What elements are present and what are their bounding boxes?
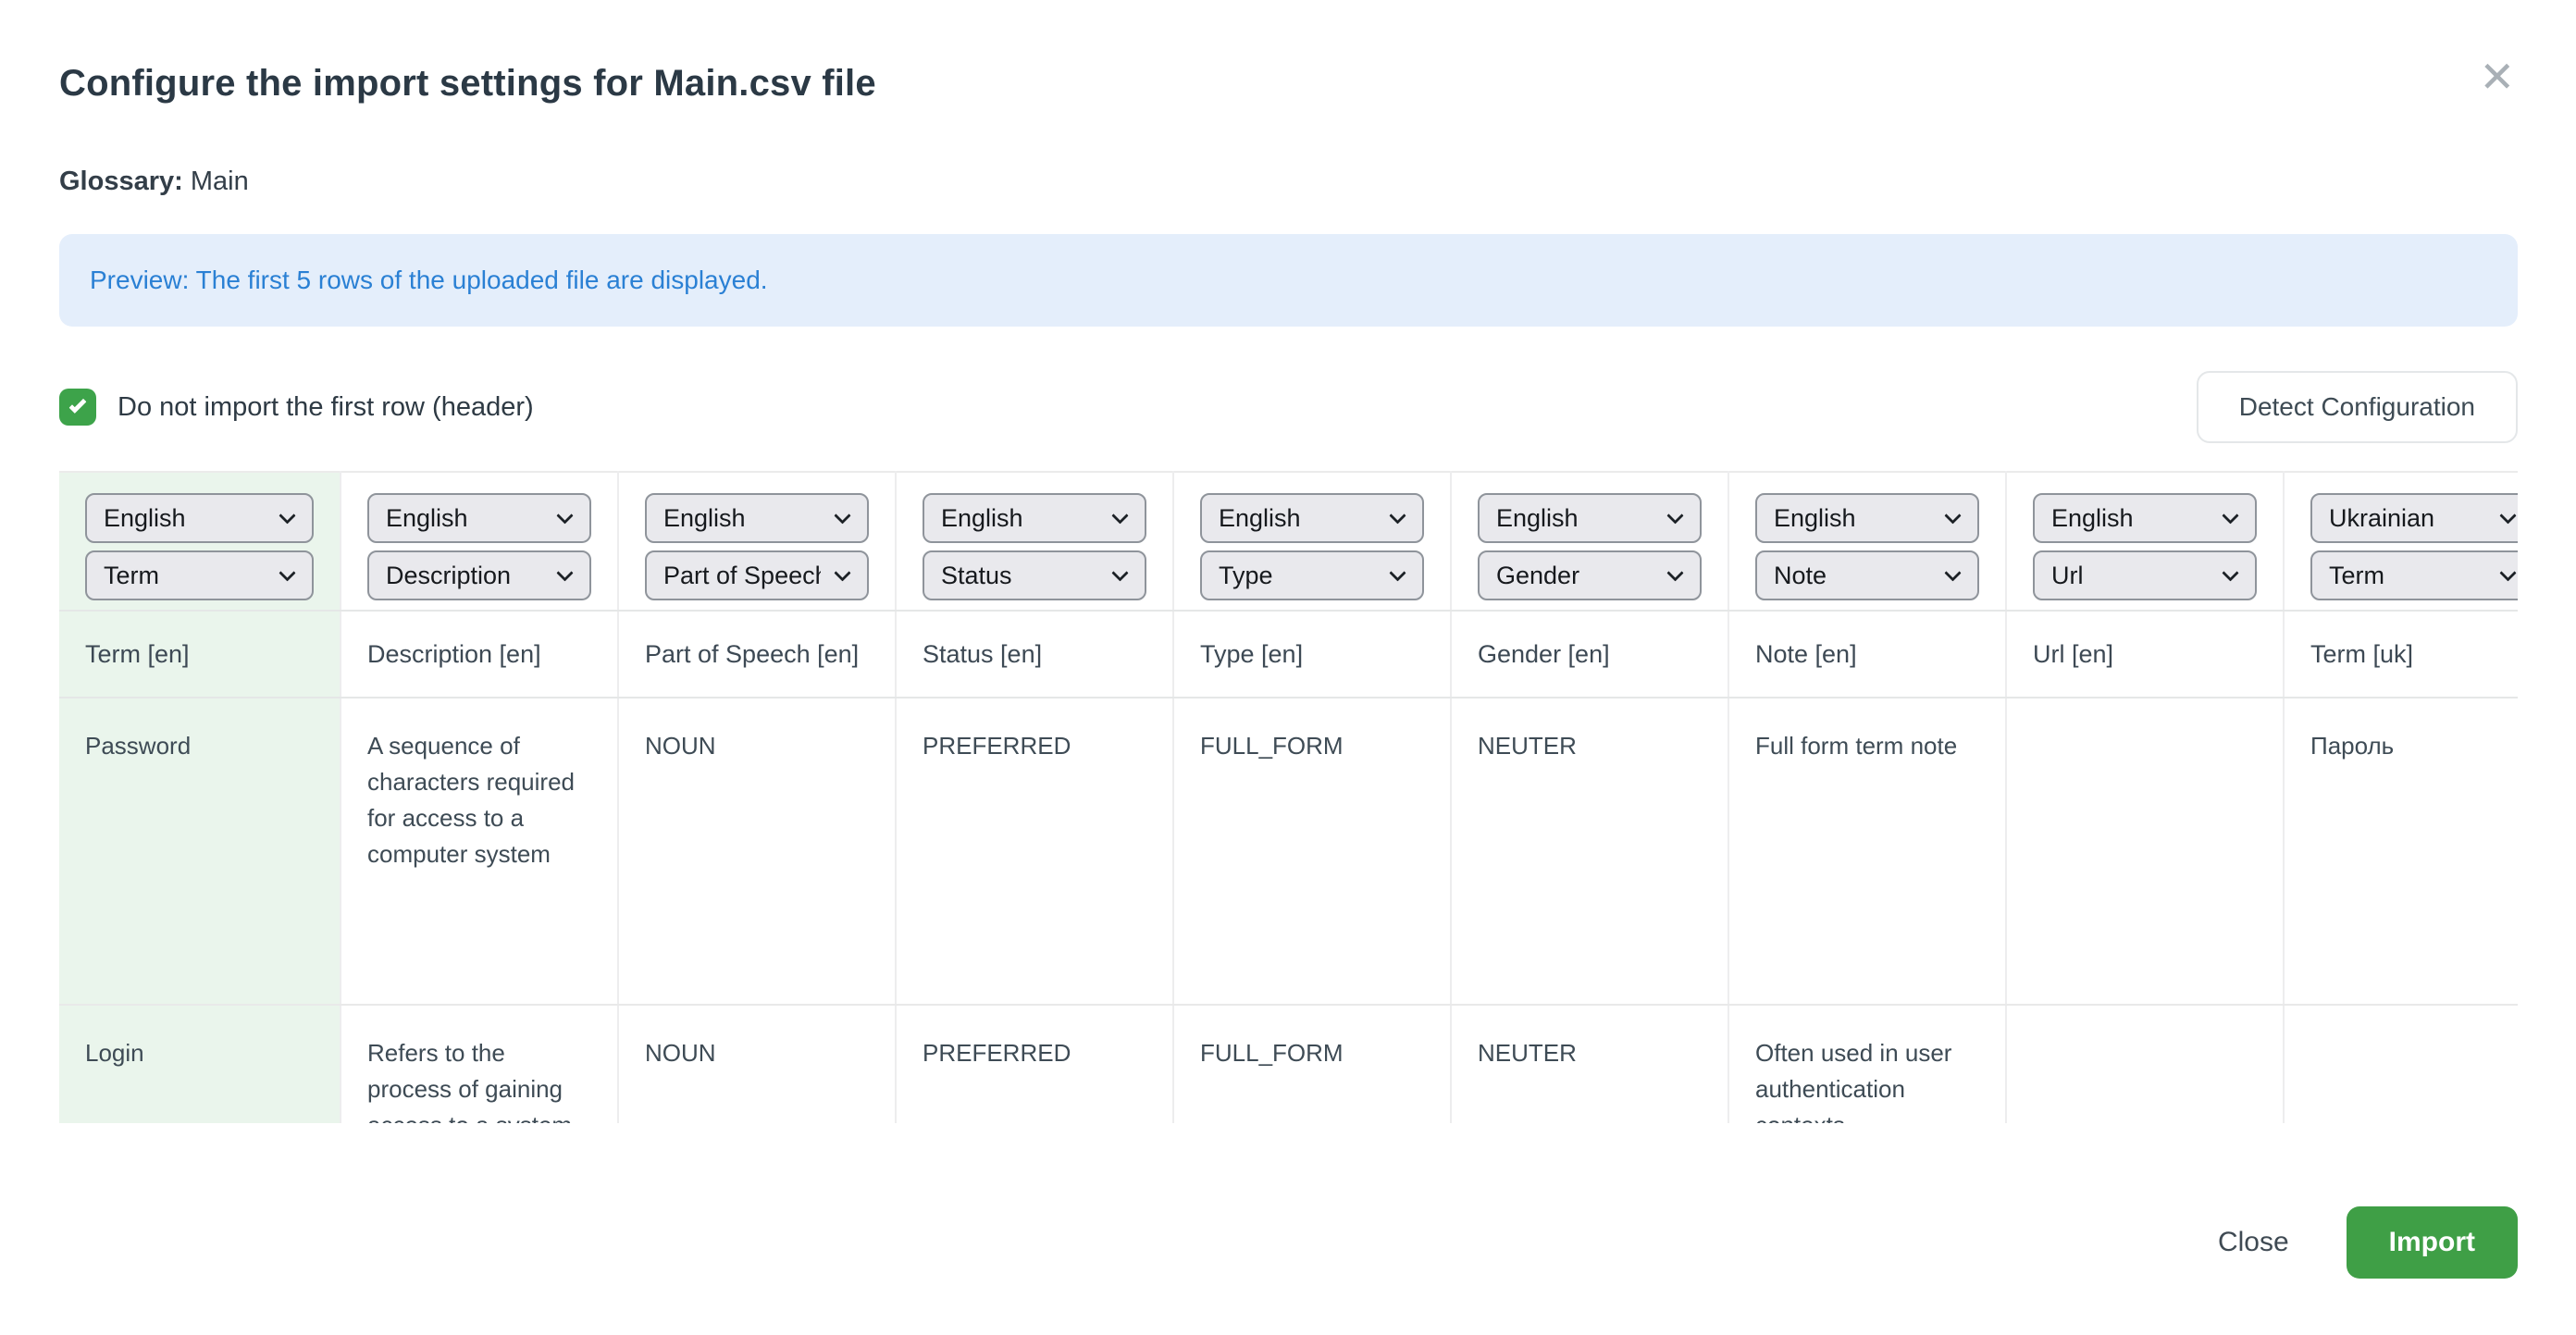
- language-select-col-6[interactable]: English: [1478, 493, 1702, 543]
- preview-table-container: English Term English Description English…: [59, 471, 2518, 1123]
- field-select-col-2[interactable]: Description: [367, 550, 591, 600]
- column-header-url-en: Url [en]: [2006, 611, 2285, 698]
- table-row: Login Refers to the process of gaining a…: [59, 1005, 2518, 1123]
- cell-part-of-speech: NOUN: [618, 1005, 897, 1123]
- column-header-gender-en: Gender [en]: [1451, 611, 1729, 698]
- cell-type: FULL_FORM: [1173, 1005, 1452, 1123]
- header-option-row: Do not import the first row (header) Det…: [59, 371, 2518, 443]
- language-select-col-7[interactable]: English: [1755, 493, 1979, 543]
- table-header-row: Term [en] Description [en] Part of Speec…: [59, 611, 2518, 698]
- field-select-col-3[interactable]: Part of Speech: [645, 550, 869, 600]
- glossary-value: Main: [190, 167, 249, 196]
- glossary-line: Glossary: Main: [59, 167, 2518, 197]
- header-checkbox-group: Do not import the first row (header): [59, 389, 534, 426]
- column-header-part-of-speech-en: Part of Speech [en]: [618, 611, 897, 698]
- language-select-col-9[interactable]: Ukrainian: [2310, 493, 2518, 543]
- skip-header-checkbox-label[interactable]: Do not import the first row (header): [118, 391, 534, 422]
- field-select-col-7[interactable]: Note: [1755, 550, 1979, 600]
- cell-gender: NEUTER: [1451, 698, 1729, 1006]
- cell-url: [2006, 1005, 2285, 1123]
- field-select-col-6[interactable]: Gender: [1478, 550, 1702, 600]
- field-select-col-4[interactable]: Status: [923, 550, 1146, 600]
- mapping-cell-col-3: English Part of Speech: [618, 471, 897, 612]
- column-header-description-en: Description [en]: [341, 611, 619, 698]
- column-header-term-uk: Term [uk]: [2284, 611, 2518, 698]
- import-settings-modal: Configure the import settings for Main.c…: [59, 52, 2519, 1279]
- checkmark-icon: [68, 395, 87, 414]
- skip-header-checkbox[interactable]: [59, 389, 96, 426]
- detect-configuration-button[interactable]: Detect Configuration: [2196, 371, 2518, 443]
- language-select-col-5[interactable]: English: [1200, 493, 1424, 543]
- cell-description: A sequence of characters required for ac…: [341, 698, 619, 1006]
- close-button[interactable]: Close: [2212, 1218, 2295, 1267]
- language-select-col-2[interactable]: English: [367, 493, 591, 543]
- preview-table: English Term English Description English…: [59, 471, 2518, 1123]
- cell-description: Refers to the process of gaining access …: [341, 1005, 619, 1123]
- column-header-note-en: Note [en]: [1728, 611, 2007, 698]
- modal-title: Configure the import settings for Main.c…: [59, 63, 876, 104]
- mapping-cell-col-6: English Gender: [1451, 471, 1729, 612]
- column-header-type-en: Type [en]: [1173, 611, 1452, 698]
- cell-term: Login: [59, 1005, 341, 1123]
- import-button[interactable]: Import: [2346, 1206, 2518, 1279]
- cell-gender: NEUTER: [1451, 1005, 1729, 1123]
- mapping-cell-col-5: English Type: [1173, 471, 1452, 612]
- column-mapping-row: English Term English Description English…: [59, 471, 2518, 612]
- mapping-cell-col-1: English Term: [59, 471, 341, 612]
- language-select-col-1[interactable]: English: [85, 493, 314, 543]
- mapping-cell-col-8: English Url: [2006, 471, 2285, 612]
- field-select-col-8[interactable]: Url: [2033, 550, 2257, 600]
- mapping-cell-col-9: Ukrainian Term: [2284, 471, 2518, 612]
- preview-info-text: Preview: The first 5 rows of the uploade…: [90, 266, 768, 294]
- cell-note: Full form term note: [1728, 698, 2007, 1006]
- mapping-cell-col-7: English Note: [1728, 471, 2007, 612]
- cell-url: [2006, 698, 2285, 1006]
- language-select-col-4[interactable]: English: [923, 493, 1146, 543]
- column-header-status-en: Status [en]: [896, 611, 1174, 698]
- close-icon[interactable]: ✕: [2475, 52, 2519, 102]
- language-select-col-3[interactable]: English: [645, 493, 869, 543]
- field-select-col-1[interactable]: Term: [85, 550, 314, 600]
- modal-footer: Close Import: [59, 1206, 2518, 1279]
- cell-term-uk: [2284, 1005, 2518, 1123]
- column-header-term-en: Term [en]: [59, 611, 341, 698]
- language-select-col-8[interactable]: English: [2033, 493, 2257, 543]
- cell-term: Password: [59, 698, 341, 1006]
- field-select-col-9[interactable]: Term: [2310, 550, 2518, 600]
- glossary-label: Glossary:: [59, 167, 183, 196]
- cell-note: Often used in user authentication contex…: [1728, 1005, 2007, 1123]
- cell-term-uk: Пароль: [2284, 698, 2518, 1006]
- preview-info-banner: Preview: The first 5 rows of the uploade…: [59, 234, 2518, 327]
- field-select-col-5[interactable]: Type: [1200, 550, 1424, 600]
- cell-status: PREFERRED: [896, 1005, 1174, 1123]
- mapping-cell-col-4: English Status: [896, 471, 1174, 612]
- cell-status: PREFERRED: [896, 698, 1174, 1006]
- table-row: Password A sequence of characters requir…: [59, 698, 2518, 1006]
- cell-part-of-speech: NOUN: [618, 698, 897, 1006]
- cell-type: FULL_FORM: [1173, 698, 1452, 1006]
- mapping-cell-col-2: English Description: [341, 471, 619, 612]
